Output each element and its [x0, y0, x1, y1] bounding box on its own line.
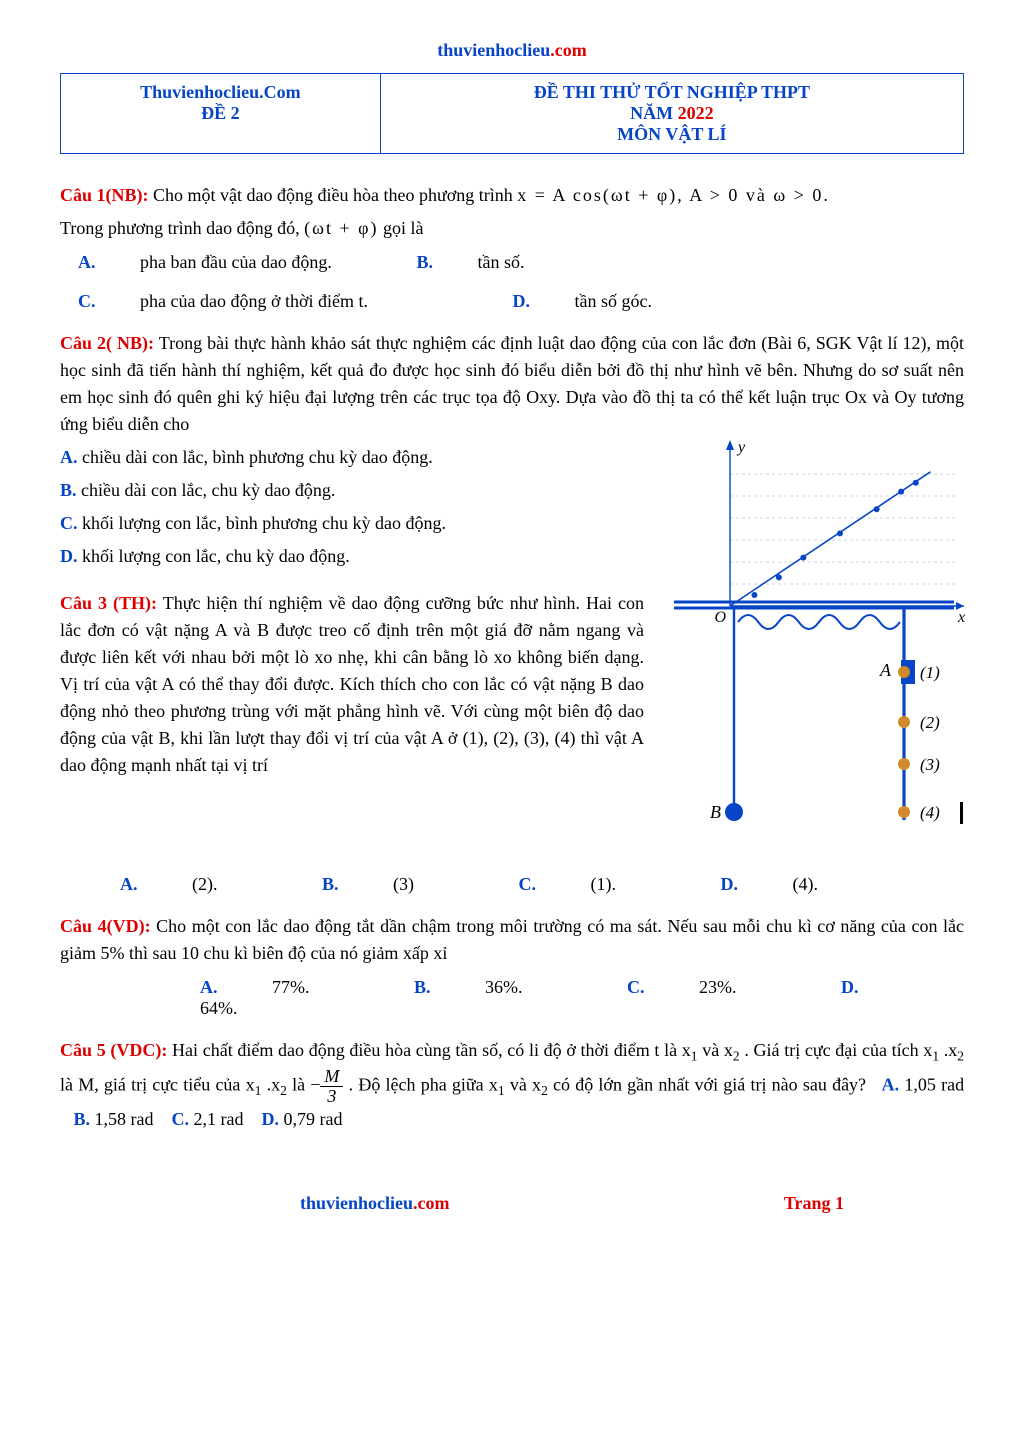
header-right-line2a: NĂM [630, 103, 678, 123]
question-2: Câu 2( NB): Trong bài thực hành khảo sát… [60, 330, 964, 570]
q5-optB: 1,58 rad [95, 1109, 154, 1129]
q1-text3: gọi là [383, 218, 424, 238]
q5-frac-num: M [320, 1067, 343, 1087]
svg-text:(3): (3) [920, 755, 940, 774]
q4-optC: 23%. [699, 977, 737, 997]
brand-prefix: thuvienhoclieu [437, 40, 550, 60]
q5-optA: 1,05 rad [904, 1074, 964, 1094]
q5-label: Câu 5 (VDC): [60, 1040, 167, 1060]
q1-text2: Trong phương trình dao động đó, [60, 218, 304, 238]
header-left-line2: ĐỀ 2 [67, 103, 374, 124]
header-right: ĐỀ THI THỬ TỐT NGHIỆP THPT NĂM 2022 MÔN … [381, 74, 963, 153]
q3-optA: (2). [192, 874, 218, 894]
svg-text:(2): (2) [920, 713, 940, 732]
svg-text:(1): (1) [920, 663, 940, 682]
q5-optC: 2,1 rad [194, 1109, 244, 1129]
q1-optD: tần số góc. [575, 291, 652, 311]
footer-page: Trang 1 [784, 1193, 844, 1214]
q5-text1: Hai chất điểm dao động điều hòa cùng tần… [172, 1040, 691, 1060]
q3-optD: (4). [793, 874, 819, 894]
svg-text:O: O [714, 609, 726, 626]
q2-label: Câu 2( NB): [60, 333, 154, 353]
q1-text1: Cho một vật dao động điều hòa theo phươn… [153, 185, 517, 205]
q1-optC: pha của dao động ở thời điểm t. [140, 291, 368, 311]
q4-optD: 64%. [200, 998, 238, 1018]
q5-frac-den: 3 [320, 1087, 343, 1106]
svg-text:y: y [736, 439, 746, 456]
footer-site-prefix: thuvienhoclieu [300, 1193, 413, 1213]
question-4: Câu 4(VD): Cho một con lắc dao động tắt … [60, 913, 964, 1019]
q1-eqn1: x = A cos(ωt + φ), A > 0 và ω > 0. [517, 185, 830, 205]
header-left-line1: Thuvienhoclieu.Com [67, 82, 374, 103]
header-right-line3: MÔN VẬT LÍ [387, 124, 957, 145]
q1-eqn2: (ωt + φ) [304, 218, 378, 238]
q1-options-2: C. pha của dao động ở thời điểm t. D. tầ… [78, 291, 964, 312]
q5-optD: 0,79 rad [283, 1109, 342, 1129]
q4-optB: 36%. [485, 977, 523, 997]
q3-optC: (1). [591, 874, 617, 894]
q2-optA: chiều dài con lắc, bình phương chu kỳ da… [82, 447, 433, 467]
q4-options: A. 77%. B. 36%. C. 23%. D. 64%. [200, 977, 964, 1019]
q4-label: Câu 4(VD): [60, 916, 151, 936]
q2-optB: chiều dài con lắc, chu kỳ dao động. [81, 480, 335, 500]
footer-site-suffix: .com [413, 1193, 449, 1213]
svg-text:A: A [879, 660, 892, 680]
q3-options: A. (2). B. (3) C. (1). D. (4). [120, 874, 964, 895]
q2-optC: khối lượng con lắc, bình phương chu kỳ d… [82, 513, 446, 533]
svg-text:x: x [957, 609, 965, 626]
svg-text:(4): (4) [920, 803, 940, 822]
q3-optB: (3) [393, 874, 414, 894]
brand-suffix: .com [550, 40, 586, 60]
header-left: Thuvienhoclieu.Com ĐỀ 2 [61, 74, 381, 153]
header-box: Thuvienhoclieu.Com ĐỀ 2 ĐỀ THI THỬ TỐT N… [60, 73, 964, 154]
q4-optA: 77%. [272, 977, 310, 997]
top-brand: thuvienhoclieu.com [60, 40, 964, 61]
header-year: 2022 [678, 103, 714, 123]
q4-text: Cho một con lắc dao động tắt dần chậm tr… [60, 916, 964, 963]
question-3: Câu 3 (TH): Thực hiện thí nghiệm về dao … [60, 584, 964, 895]
q2-text: Trong bài thực hành khảo sát thực nghiệm… [60, 333, 964, 434]
q2-graph: Ox y [708, 438, 968, 628]
svg-text:B: B [710, 802, 721, 822]
q2-optD: khối lượng con lắc, chu kỳ dao động. [82, 546, 350, 566]
q3-text: Thực hiện thí nghiệm về dao động cưỡng b… [60, 593, 644, 775]
header-right-line1: ĐỀ THI THỬ TỐT NGHIỆP THPT [387, 82, 957, 103]
q3-label: Câu 3 (TH): [60, 593, 157, 613]
question-5: Câu 5 (VDC): Hai chất điểm dao động điều… [60, 1037, 964, 1133]
page-footer: thuvienhoclieu.com Trang 1 [60, 1193, 964, 1214]
q1-optB: tần số. [477, 252, 524, 272]
question-1: Câu 1(NB): Cho một vật dao động điều hòa… [60, 182, 964, 312]
q1-options: A. pha ban đầu của dao động. B. tần số. [78, 252, 964, 273]
q1-optA: pha ban đầu của dao động. [140, 252, 332, 272]
q1-label: Câu 1(NB): [60, 185, 149, 205]
